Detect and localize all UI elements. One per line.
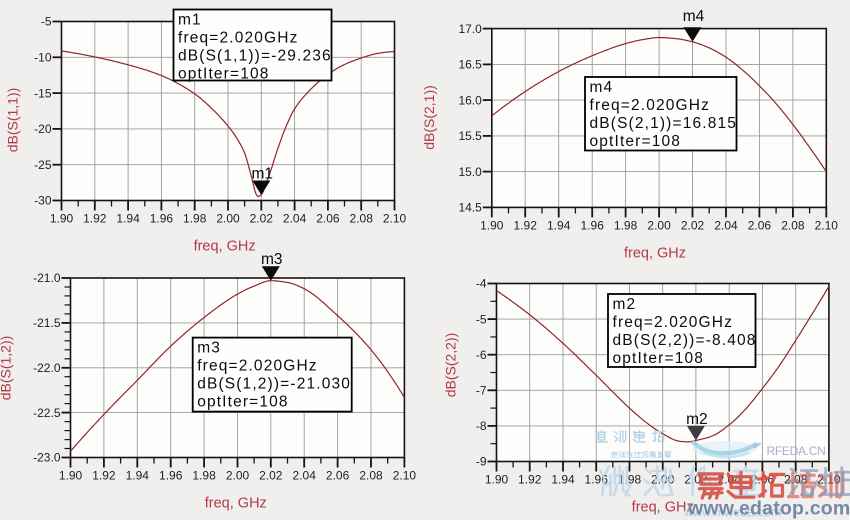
svg-text:14.5: 14.5: [458, 201, 482, 215]
svg-text:optIter=108: optIter=108: [613, 350, 705, 367]
svg-text:-30: -30: [34, 194, 52, 208]
svg-text:m4: m4: [683, 8, 705, 25]
svg-text:2.04: 2.04: [283, 212, 307, 226]
svg-text:m4: m4: [590, 79, 614, 96]
svg-text:freq=2.020GHz: freq=2.020GHz: [613, 314, 734, 331]
svg-text:-23.0: -23.0: [33, 451, 61, 465]
svg-text:2.00: 2.00: [226, 469, 250, 483]
svg-text:m3: m3: [197, 340, 221, 357]
svg-text:15.0: 15.0: [458, 165, 482, 179]
svg-text:freq=2.020GHz: freq=2.020GHz: [197, 358, 318, 375]
svg-text:1.92: 1.92: [92, 469, 116, 483]
svg-text:dB(S(1,2)): dB(S(1,2)): [0, 336, 14, 401]
svg-text:-20: -20: [34, 122, 52, 136]
svg-text:www.edatop.com: www.edatop.com: [687, 498, 850, 520]
svg-text:dB(S(2,1))=16.815: dB(S(2,1))=16.815: [590, 115, 738, 132]
svg-text:freq, GHz: freq, GHz: [194, 239, 256, 255]
svg-text:freq=2.020GHz: freq=2.020GHz: [590, 97, 711, 114]
svg-text:m2: m2: [613, 296, 637, 313]
svg-text:2.10: 2.10: [383, 212, 407, 226]
svg-text:2.08: 2.08: [350, 212, 374, 226]
svg-text:dB(S(2,2)): dB(S(2,2)): [442, 333, 458, 398]
svg-text:1.98: 1.98: [183, 212, 207, 226]
svg-text:dB(S(2,2))=-8.408: dB(S(2,2))=-8.408: [613, 332, 757, 349]
svg-text:1.90: 1.90: [480, 218, 504, 232]
svg-text:17.0: 17.0: [458, 22, 482, 36]
svg-text:-22.5: -22.5: [33, 406, 61, 420]
svg-text:freq=2.020GHz: freq=2.020GHz: [178, 30, 299, 47]
svg-text:16.0: 16.0: [458, 93, 482, 107]
svg-text:2.10: 2.10: [815, 218, 839, 232]
svg-text:2.02: 2.02: [250, 212, 274, 226]
svg-text:2.06: 2.06: [316, 212, 340, 226]
svg-text:RFEDA.CN: RFEDA.CN: [767, 444, 826, 458]
svg-text:m1: m1: [252, 166, 274, 183]
svg-text:-21.5: -21.5: [33, 316, 61, 330]
svg-text:m3: m3: [261, 251, 283, 268]
svg-text:-8: -8: [476, 419, 487, 433]
svg-text:2.08: 2.08: [781, 218, 805, 232]
svg-text:1.96: 1.96: [159, 469, 183, 483]
svg-text:2.04: 2.04: [714, 218, 738, 232]
svg-text:1.96: 1.96: [150, 212, 174, 226]
svg-text:2.06: 2.06: [326, 469, 350, 483]
svg-text:2.02: 2.02: [259, 469, 283, 483]
svg-text:-25: -25: [34, 158, 52, 172]
svg-text:-5: -5: [476, 312, 487, 326]
svg-text:-15: -15: [34, 86, 52, 100]
svg-text:-21.0: -21.0: [33, 271, 61, 285]
svg-text:1.98: 1.98: [614, 218, 638, 232]
svg-text:optIter=108: optIter=108: [178, 66, 270, 83]
svg-text:-22.0: -22.0: [33, 361, 61, 375]
svg-text:2.00: 2.00: [216, 212, 240, 226]
svg-text:www.mweda.com: www.mweda.com: [683, 506, 781, 520]
svg-text:m1: m1: [178, 12, 202, 29]
svg-text:2.04: 2.04: [293, 469, 317, 483]
svg-text:1.92: 1.92: [518, 473, 542, 487]
svg-text:1.92: 1.92: [514, 218, 538, 232]
svg-text:2.02: 2.02: [681, 218, 705, 232]
svg-text:m2: m2: [686, 411, 708, 428]
svg-text:1.90: 1.90: [50, 212, 74, 226]
svg-text:1.92: 1.92: [83, 212, 107, 226]
svg-text:-6: -6: [476, 348, 487, 362]
svg-text:2.10: 2.10: [393, 469, 417, 483]
svg-text:1.90: 1.90: [59, 469, 83, 483]
svg-text:1.96: 1.96: [581, 218, 605, 232]
svg-text:freq, GHz: freq, GHz: [624, 245, 686, 261]
svg-text:2.06: 2.06: [748, 218, 772, 232]
svg-text:-4: -4: [476, 277, 487, 291]
svg-text:freq, GHz: freq, GHz: [632, 500, 694, 516]
svg-text:optIter=108: optIter=108: [590, 133, 682, 150]
svg-text:optIter=108: optIter=108: [197, 394, 289, 411]
svg-text:dB(S(2,1)): dB(S(2,1)): [421, 85, 437, 150]
svg-text:1.94: 1.94: [116, 212, 140, 226]
svg-text:1.94: 1.94: [551, 473, 575, 487]
svg-text:dB(S(1,2))=-21.030: dB(S(1,2))=-21.030: [197, 376, 351, 393]
svg-text:freq, GHz: freq, GHz: [205, 496, 267, 512]
svg-text:1.94: 1.94: [126, 469, 150, 483]
svg-text:1.98: 1.98: [192, 469, 216, 483]
svg-text:-7: -7: [476, 384, 487, 398]
svg-text:1.90: 1.90: [485, 473, 509, 487]
svg-text:16.5: 16.5: [458, 58, 482, 72]
svg-text:15.5: 15.5: [458, 129, 482, 143]
svg-text:2.00: 2.00: [647, 218, 671, 232]
svg-text:-9: -9: [476, 455, 487, 469]
svg-text:-10: -10: [34, 51, 52, 65]
svg-text:dB(S(1,1)): dB(S(1,1)): [5, 88, 21, 153]
svg-text:-5: -5: [41, 15, 52, 29]
svg-text:dB(S(1,1))=-29.236: dB(S(1,1))=-29.236: [178, 48, 332, 65]
svg-text:1.94: 1.94: [547, 218, 571, 232]
svg-text:2.08: 2.08: [359, 469, 383, 483]
